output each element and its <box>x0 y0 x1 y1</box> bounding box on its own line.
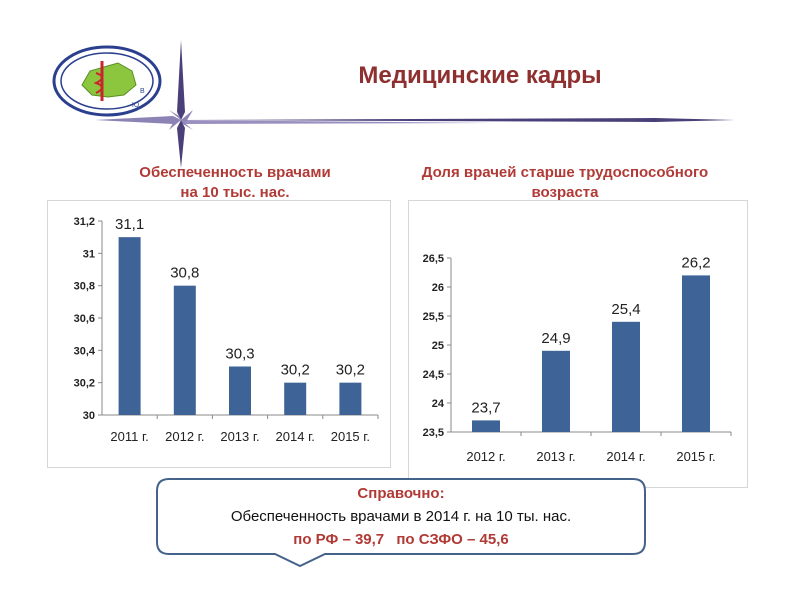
data-label: 26,2 <box>681 254 710 271</box>
chart-doctor-supply: 30 30,2 30,4 30,6 30,8 31 31,2 31,1 2011 г. 30,8 2… <box>47 200 391 468</box>
y-tick-label: 24,5 <box>423 369 444 381</box>
data-label: 30,2 <box>336 362 365 379</box>
x-category-label: 2015 г. <box>676 449 715 464</box>
callout-values: по РФ – 39,7 по СЗФО – 45,6 <box>155 530 647 550</box>
data-label: 30,2 <box>281 362 310 379</box>
data-label: 25,4 <box>611 301 640 318</box>
y-tick-label: 26 <box>432 282 444 294</box>
data-label: 30,8 <box>170 265 199 282</box>
callout-text: Справочно: Обеспеченность врачами в 2014… <box>155 484 647 550</box>
x-category-label: 2012 г. <box>165 429 204 444</box>
y-tick-label: 30,8 <box>74 281 95 293</box>
bar-2011г <box>118 237 141 415</box>
y-tick-label: 26,5 <box>423 253 444 265</box>
data-label: 23,7 <box>471 399 500 416</box>
chart-older-doctors-share-svg: 23,5 24 24,5 25 25,5 26 26,5 23,7 2012 г. 24,9 201… <box>423 253 732 464</box>
reference-callout: Справочно: Обеспеченность врачами в 2014… <box>155 478 647 568</box>
data-label: 24,9 <box>541 330 570 347</box>
x-category-label: 2013 г. <box>220 429 259 444</box>
bar-2015г <box>339 382 362 415</box>
callout-body: Обеспеченность врачами в 2014 г. на 10 т… <box>230 508 572 525</box>
x-category-label: 2012 г. <box>466 449 505 464</box>
data-label: 30,3 <box>225 346 254 363</box>
page-title: Медицинские кадры <box>358 62 602 89</box>
x-category-label: 2011 г. <box>110 429 148 444</box>
y-tick-label: 30 <box>83 410 95 422</box>
bar-2012г <box>472 420 500 432</box>
callout-value-szfo: по СЗФО – 45,6 <box>396 531 509 548</box>
y-tick-label: 30,4 <box>74 345 96 357</box>
chart-title-line: Обеспеченность врачами <box>139 164 331 181</box>
chart-title-line: возраста <box>531 184 599 201</box>
y-tick-label: 25 <box>432 340 444 352</box>
y-tick-label: 24 <box>432 398 445 410</box>
svg-text:В: В <box>140 88 145 95</box>
x-category-label: 2014 г. <box>276 429 315 444</box>
bar-2013г <box>542 350 570 432</box>
bar-2013г <box>229 366 251 415</box>
bar-2015г <box>682 275 710 432</box>
data-label: 31,1 <box>115 216 144 233</box>
y-tick-label: 23,5 <box>423 427 444 439</box>
bar-2014г <box>284 382 307 415</box>
y-tick-label: 31,2 <box>74 216 95 228</box>
chart-title-line: Доля врачей старше трудоспособного <box>421 164 709 181</box>
x-category-label: 2015 г. <box>331 429 370 444</box>
chart-title-line: на 10 тыс. нас. <box>180 184 290 201</box>
y-tick-label: 25,5 <box>423 311 444 323</box>
bar-2014г <box>612 321 640 432</box>
chart-title-doctor-supply: Обеспеченность врачами на 10 тыс. нас. <box>105 163 365 203</box>
callout-heading: Справочно: <box>357 485 445 502</box>
callout-shape <box>156 478 646 568</box>
logo-emblem: В Ю <box>52 45 162 117</box>
compass-star-decoration <box>95 40 735 168</box>
x-category-label: 2013 г. <box>536 449 575 464</box>
chart-title-older-doctors-share: Доля врачей старше трудоспособного возра… <box>400 163 730 203</box>
chart-older-doctors-share: 23,5 24 24,5 25 25,5 26 26,5 23,7 2012 г. 24,9 201… <box>408 200 748 488</box>
y-tick-label: 30,2 <box>74 378 95 390</box>
x-category-label: 2014 г. <box>606 449 645 464</box>
y-tick-label: 31 <box>83 248 95 260</box>
callout-value-rf: по РФ – 39,7 <box>293 531 385 548</box>
svg-text:Ю: Ю <box>132 102 139 109</box>
chart-doctor-supply-svg: 30 30,2 30,4 30,6 30,8 31 31,2 31,1 2011 г. 30,8 2… <box>74 216 379 444</box>
bar-2012г <box>173 285 196 415</box>
y-tick-label: 30,6 <box>74 313 95 325</box>
